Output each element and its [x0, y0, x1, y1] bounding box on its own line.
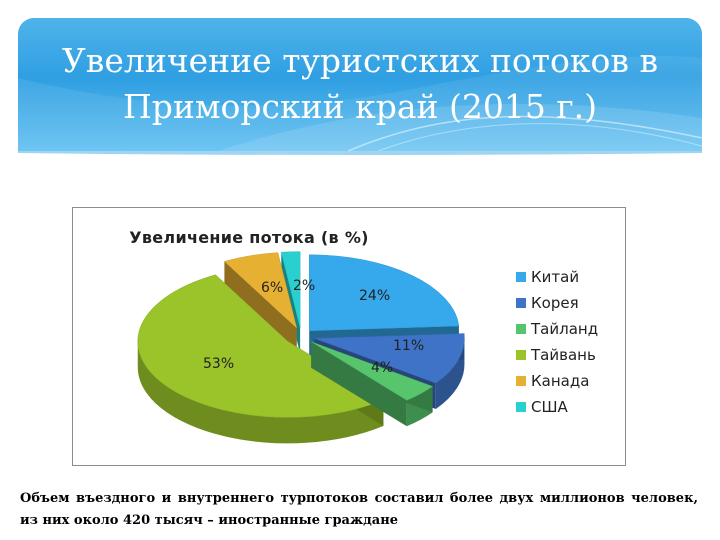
data-label-tailand: 4%: [371, 360, 393, 376]
pie-slice-wall: [137, 341, 384, 444]
chart-title: Увеличение потока (в %): [129, 228, 369, 247]
data-label-koreya: 11%: [393, 338, 424, 354]
pie-slice-top: [308, 254, 460, 332]
chart-container: Увеличение потока (в %) 24% 11% 4% 53% 6% 2% …: [72, 207, 626, 466]
legend-item-ssha: США: [516, 394, 598, 420]
slide-caption: Объем въездного и внутреннего турпотоков…: [20, 491, 698, 528]
slide-title-line-1: Увеличение туристских потоков в: [61, 41, 659, 80]
legend-item-tailand: Тайланд: [516, 316, 598, 342]
legend-item-kanada: Канада: [516, 368, 598, 394]
legend-label: Тайвань: [531, 346, 596, 364]
legend-swatch: [516, 376, 526, 386]
data-label-taivan: 53%: [203, 356, 234, 372]
slide-title-line-2: Приморский край (2015 г.): [122, 87, 598, 126]
pie-slice-wall: [435, 338, 465, 410]
pie-slice-top: [311, 341, 434, 401]
pie-chart: 24% 11%4% 53% 6% 2%: [137, 251, 465, 444]
legend-swatch: [516, 298, 526, 308]
pie-slice-top: [137, 274, 384, 418]
legend-swatch: [516, 272, 526, 282]
legend-swatch: [516, 324, 526, 334]
data-label-kanada: 6%: [261, 280, 283, 296]
legend-label: США: [531, 398, 568, 416]
pie-slice-tailand: [311, 341, 434, 427]
legend-label: Китай: [531, 268, 580, 286]
data-label-ssha: 2%: [293, 278, 315, 294]
pie-slice-top: [223, 252, 298, 329]
pie-slice-side: [311, 341, 407, 427]
legend-label: Тайланд: [531, 320, 599, 338]
pie-slice-top: [281, 251, 301, 328]
banner-bottom-edge: [18, 151, 702, 155]
legend-item-koreya: Корея: [516, 290, 598, 316]
banner-wave-decoration: [18, 56, 702, 151]
pie-slice-side: [224, 261, 297, 355]
data-label-kitai: 24%: [359, 288, 390, 304]
legend-swatch: [516, 402, 526, 412]
legend-label: Корея: [531, 294, 579, 312]
legend-label: Канада: [531, 372, 590, 390]
chart-legend: Китай Корея Тайланд Тайвань Канада США: [516, 264, 598, 420]
legend-item-kitai: Китай: [516, 264, 598, 290]
pie-slice-kanada: [223, 252, 298, 355]
title-banner: Увеличение туристских потоков в Приморск…: [18, 18, 702, 151]
legend-swatch: [516, 350, 526, 360]
legend-item-taivan: Тайвань: [516, 342, 598, 368]
pie-slice-top: [314, 333, 465, 384]
slide-title: Увеличение туристских потоков в Приморск…: [18, 38, 702, 130]
